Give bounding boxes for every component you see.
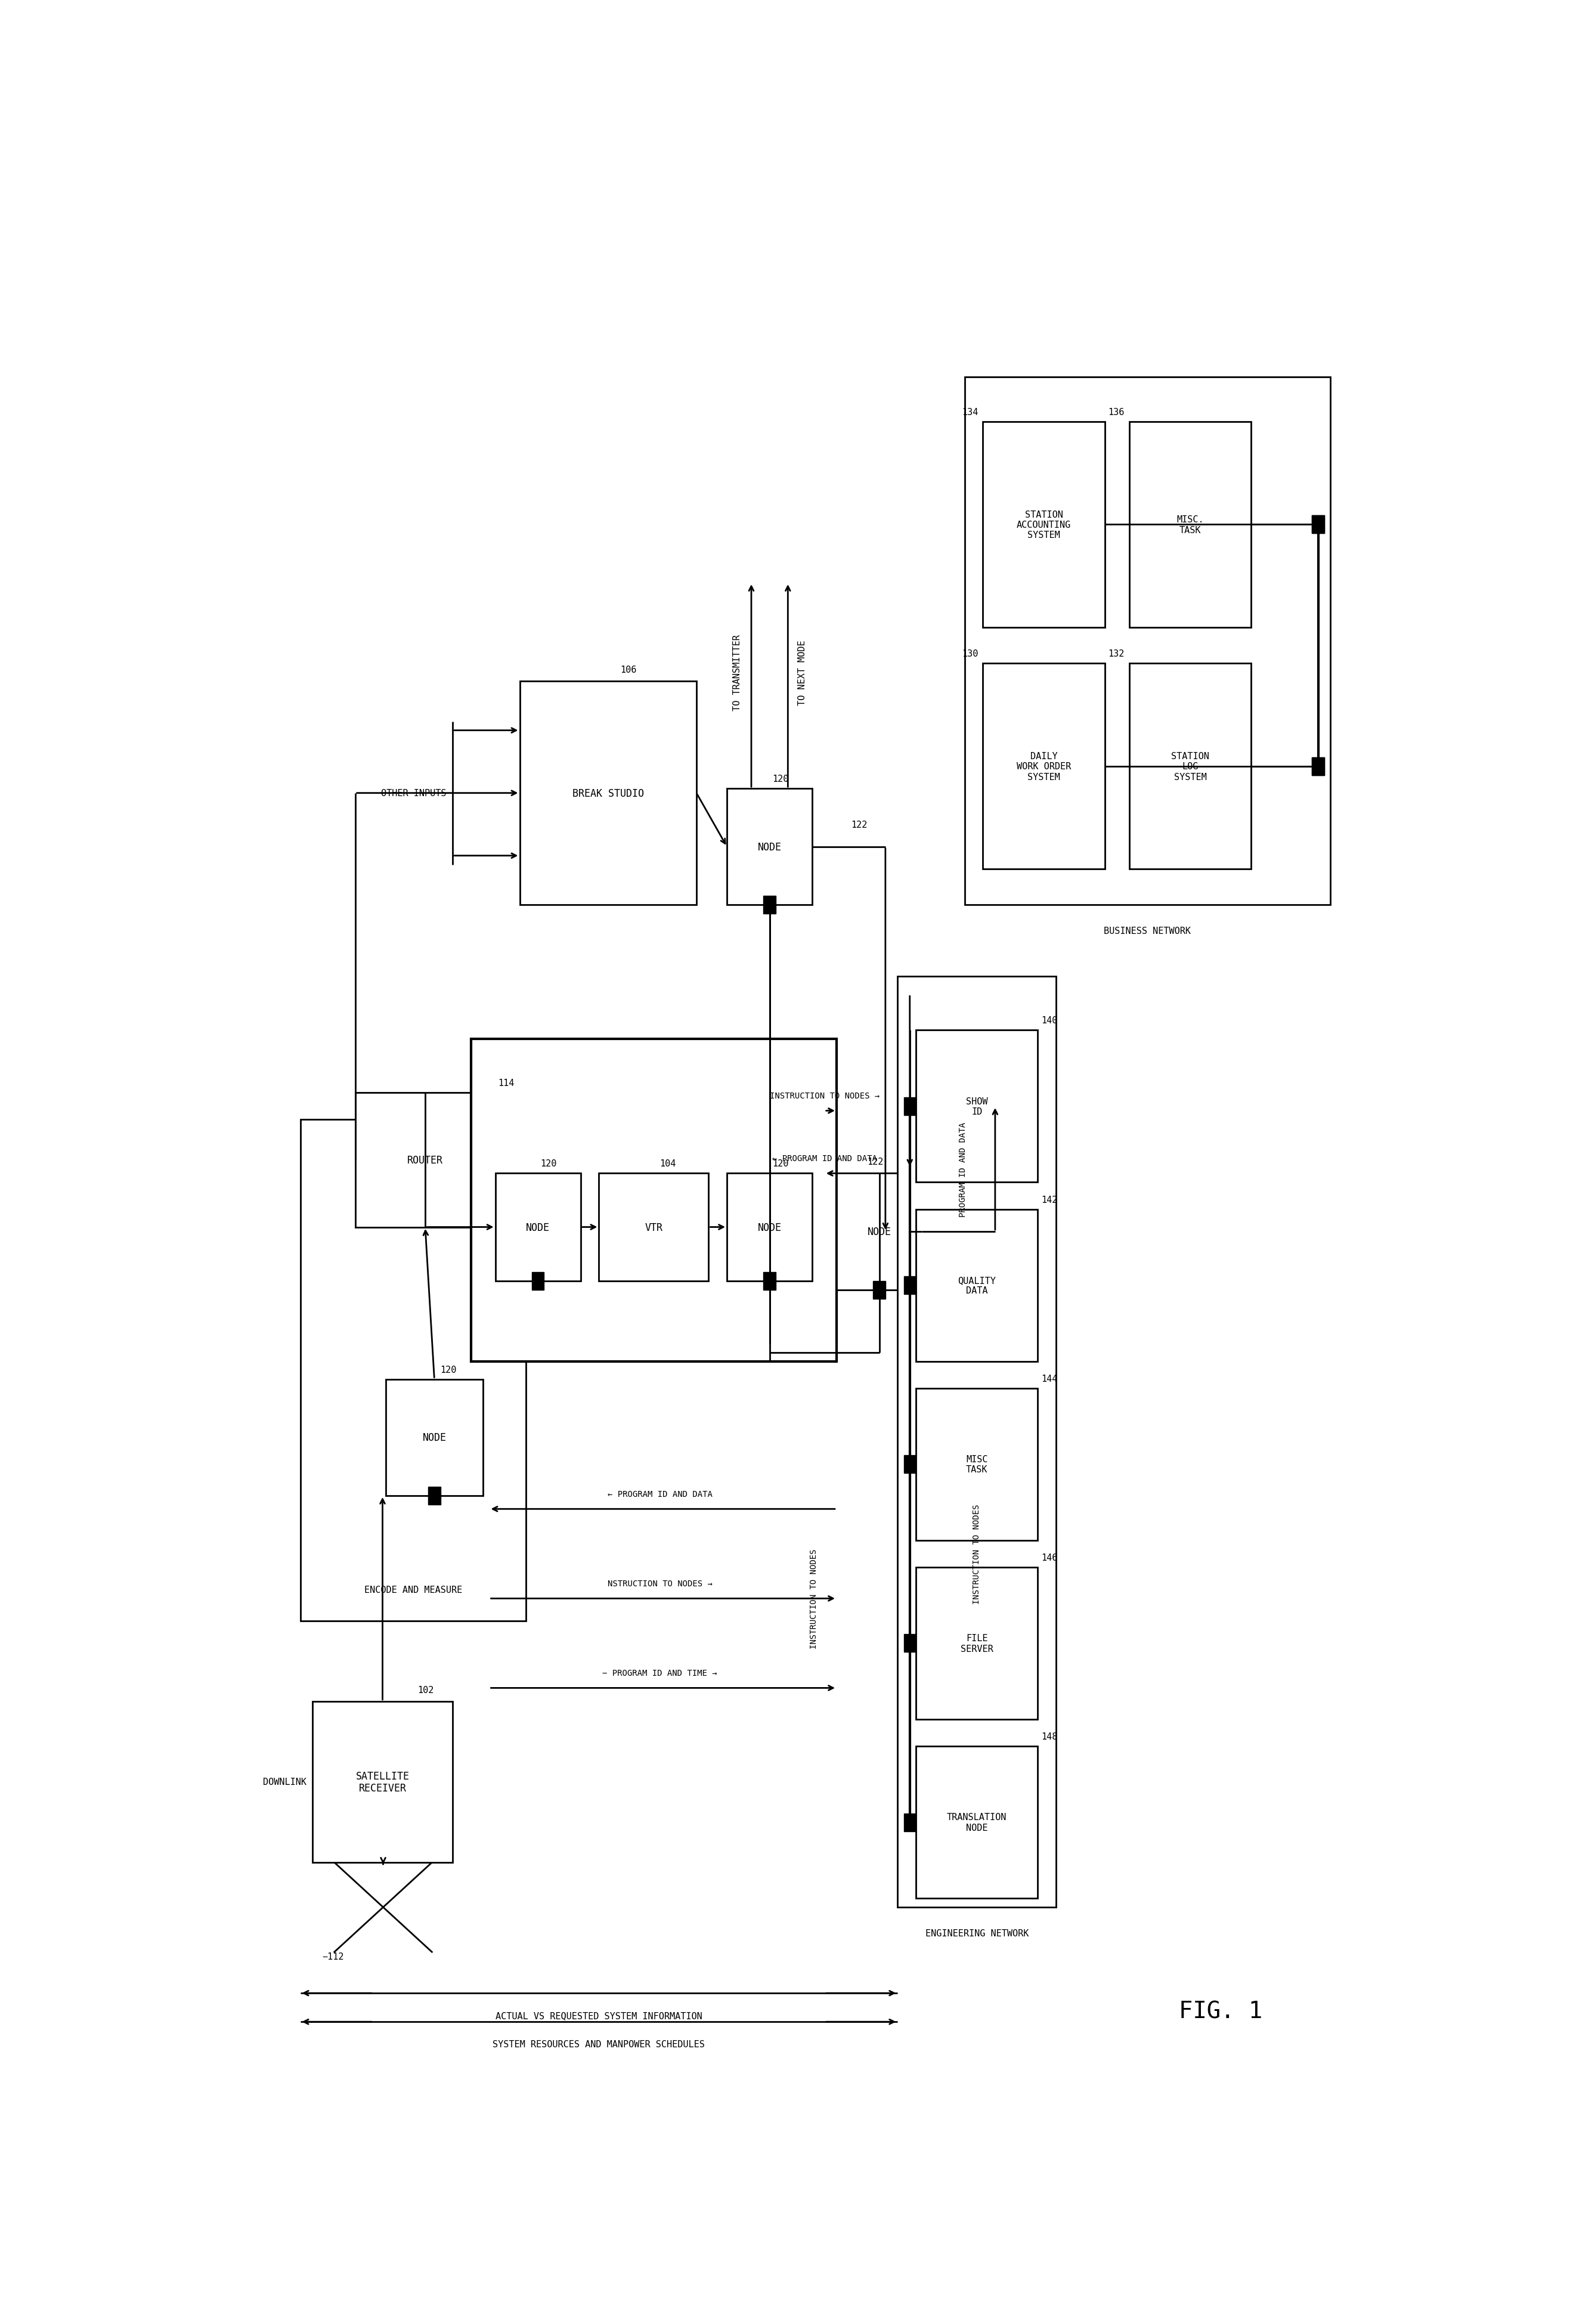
Text: 106: 106 [620, 665, 637, 674]
Text: − PROGRAM ID AND TIME →: − PROGRAM ID AND TIME → [602, 1669, 717, 1678]
Bar [763, 897, 775, 913]
Text: NSTRUCTION TO NODES →: NSTRUCTION TO NODES → [607, 1580, 713, 1587]
Text: INSTRUCTION TO NODES: INSTRUCTION TO NODES [810, 1548, 818, 1648]
Bar [1312, 758, 1324, 776]
FancyBboxPatch shape [300, 1120, 525, 1622]
Bar [873, 1281, 886, 1299]
Text: NODE: NODE [423, 1432, 447, 1443]
Text: 148: 148 [1041, 1731, 1057, 1741]
FancyBboxPatch shape [837, 1174, 922, 1290]
Bar [1312, 516, 1324, 535]
Text: MISC.
TASK: MISC. TASK [1177, 516, 1203, 535]
Text: TO TRANSMITTER: TO TRANSMITTER [733, 634, 741, 711]
Text: ENCODE AND MEASURE: ENCODE AND MEASURE [363, 1585, 462, 1594]
Text: 120: 120 [440, 1364, 456, 1373]
Text: NODE: NODE [758, 841, 782, 853]
Bar [903, 1097, 915, 1116]
Text: DOWNLINK: DOWNLINK [263, 1778, 307, 1787]
Text: DAILY
WORK ORDER
SYSTEM: DAILY WORK ORDER SYSTEM [1016, 751, 1071, 781]
Text: 114: 114 [497, 1078, 514, 1088]
Text: ← PROGRAM ID AND DATA: ← PROGRAM ID AND DATA [772, 1155, 876, 1162]
Text: NODE: NODE [758, 1222, 782, 1232]
Text: QUALITY
DATA: QUALITY DATA [958, 1276, 996, 1294]
Text: FIG. 1: FIG. 1 [1178, 1999, 1263, 2022]
FancyBboxPatch shape [385, 1380, 483, 1497]
Text: MISC
TASK: MISC TASK [966, 1455, 988, 1473]
Text: 140: 140 [1041, 1016, 1057, 1025]
FancyBboxPatch shape [599, 1174, 709, 1281]
Text: SATELLITE
RECEIVER: SATELLITE RECEIVER [355, 1771, 409, 1794]
Text: ACTUAL VS REQUESTED SYSTEM INFORMATION: ACTUAL VS REQUESTED SYSTEM INFORMATION [495, 2010, 702, 2020]
Text: 102: 102 [417, 1685, 434, 1694]
Bar [428, 1487, 440, 1504]
Text: 120: 120 [541, 1160, 557, 1169]
Text: BREAK STUDIO: BREAK STUDIO [573, 788, 643, 799]
FancyBboxPatch shape [1129, 665, 1251, 869]
Text: ← PROGRAM ID AND DATA: ← PROGRAM ID AND DATA [607, 1490, 713, 1499]
Bar [532, 1271, 544, 1290]
Bar [1312, 516, 1324, 535]
Text: STATION
LOG
SYSTEM: STATION LOG SYSTEM [1172, 751, 1210, 781]
Text: 120: 120 [772, 774, 788, 783]
Text: 144: 144 [1041, 1373, 1057, 1383]
Text: TO NEXT MODE: TO NEXT MODE [798, 639, 807, 704]
Text: FILE
SERVER: FILE SERVER [961, 1634, 993, 1652]
Text: 136: 136 [1107, 407, 1125, 416]
Text: TRANSLATION
NODE: TRANSLATION NODE [947, 1813, 1007, 1831]
Text: 104: 104 [661, 1160, 676, 1169]
Text: SHOW
ID: SHOW ID [966, 1097, 988, 1116]
Text: 146: 146 [1041, 1552, 1057, 1562]
Text: 122: 122 [867, 1157, 884, 1167]
FancyBboxPatch shape [1129, 423, 1251, 627]
Text: PROGRAM ID AND DATA: PROGRAM ID AND DATA [958, 1122, 967, 1215]
Text: 134: 134 [961, 407, 978, 416]
Bar [903, 1813, 915, 1831]
Text: SYSTEM RESOURCES AND MANPOWER SCHEDULES: SYSTEM RESOURCES AND MANPOWER SCHEDULES [492, 2040, 705, 2050]
FancyBboxPatch shape [519, 681, 697, 904]
Bar [1312, 758, 1324, 776]
Text: BUSINESS NETWORK: BUSINESS NETWORK [1104, 927, 1191, 937]
FancyBboxPatch shape [964, 376, 1331, 904]
Text: 122: 122 [851, 820, 867, 830]
Text: INSTRUCTION TO NODES: INSTRUCTION TO NODES [972, 1504, 982, 1604]
FancyBboxPatch shape [915, 1030, 1038, 1183]
FancyBboxPatch shape [915, 1208, 1038, 1362]
FancyBboxPatch shape [983, 423, 1104, 627]
Text: VTR: VTR [645, 1222, 662, 1232]
FancyBboxPatch shape [915, 1387, 1038, 1541]
Bar [903, 1455, 915, 1473]
FancyBboxPatch shape [727, 1174, 812, 1281]
FancyBboxPatch shape [915, 1745, 1038, 1899]
Bar [763, 1271, 775, 1290]
Text: ROUTER: ROUTER [407, 1155, 444, 1167]
Text: OTHER INPUTS: OTHER INPUTS [381, 788, 447, 797]
FancyBboxPatch shape [983, 665, 1104, 869]
Text: 132: 132 [1107, 648, 1125, 658]
Text: STATION
ACCOUNTING
SYSTEM: STATION ACCOUNTING SYSTEM [1016, 509, 1071, 539]
FancyBboxPatch shape [355, 1092, 495, 1227]
Bar [903, 1276, 915, 1294]
Text: 130: 130 [961, 648, 978, 658]
Text: −112: −112 [322, 1952, 344, 1961]
FancyBboxPatch shape [313, 1701, 453, 1862]
Bar [903, 1634, 915, 1652]
Text: 120: 120 [772, 1160, 788, 1169]
FancyBboxPatch shape [470, 1039, 837, 1362]
Text: NODE: NODE [867, 1227, 892, 1236]
Text: INSTRUCTION TO NODES →: INSTRUCTION TO NODES → [769, 1092, 879, 1099]
FancyBboxPatch shape [727, 788, 812, 904]
Text: ENGINEERING NETWORK: ENGINEERING NETWORK [925, 1929, 1029, 1938]
Text: 142: 142 [1041, 1195, 1057, 1204]
Text: NODE: NODE [525, 1222, 551, 1232]
FancyBboxPatch shape [898, 976, 1055, 1908]
FancyBboxPatch shape [495, 1174, 580, 1281]
FancyBboxPatch shape [915, 1566, 1038, 1720]
